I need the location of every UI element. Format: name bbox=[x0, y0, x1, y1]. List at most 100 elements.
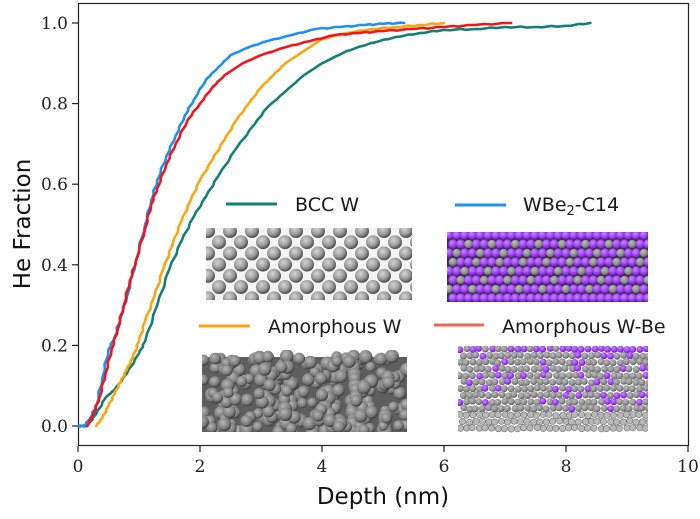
bcc-atom bbox=[311, 268, 325, 283]
w-atom bbox=[545, 371, 553, 379]
w-atom bbox=[478, 405, 486, 413]
be-atom bbox=[475, 232, 485, 240]
y-axis: 0.0 0.2 0.4 0.6 0.8 1.0 bbox=[41, 14, 78, 437]
be-atom bbox=[465, 379, 473, 387]
be-atom bbox=[541, 275, 552, 285]
w-atom bbox=[536, 404, 544, 412]
be-atom bbox=[577, 284, 587, 294]
bcc-atom bbox=[377, 291, 391, 300]
w-atom bbox=[469, 411, 477, 419]
be-atom bbox=[608, 266, 618, 276]
w-atom bbox=[590, 358, 598, 366]
w-atom bbox=[510, 365, 518, 373]
be-atom bbox=[514, 248, 524, 258]
be-atom bbox=[510, 293, 520, 302]
w-atom bbox=[522, 248, 532, 258]
be-atom bbox=[574, 364, 582, 372]
bcc-atom bbox=[223, 268, 237, 283]
w-atom bbox=[598, 398, 605, 406]
w-atom bbox=[523, 417, 531, 425]
w-atom bbox=[507, 266, 516, 276]
w-atom bbox=[498, 364, 506, 372]
w-atom bbox=[539, 384, 547, 392]
amorphous-w-be-structure-image bbox=[458, 346, 648, 438]
w-atom bbox=[527, 385, 535, 393]
bcc-atom bbox=[399, 268, 412, 283]
w-atom bbox=[565, 398, 573, 406]
amorphous-w-atom bbox=[228, 355, 241, 367]
be-atom bbox=[638, 391, 646, 399]
be-atom bbox=[545, 266, 556, 276]
w-atom bbox=[478, 365, 486, 373]
bcc-atom bbox=[355, 228, 369, 238]
w-atom bbox=[565, 257, 575, 267]
w-atom bbox=[580, 377, 588, 385]
w-atom bbox=[497, 405, 505, 413]
amorphous-w-atom bbox=[307, 397, 318, 408]
bcc-atom bbox=[344, 235, 358, 250]
bcc-atom bbox=[212, 235, 226, 250]
w-atom bbox=[530, 391, 538, 399]
bcc-atom bbox=[377, 268, 391, 283]
w-atom bbox=[633, 391, 640, 399]
be-atom bbox=[612, 293, 622, 302]
bcc-w-structure-image bbox=[206, 228, 412, 300]
w-atom bbox=[488, 371, 496, 379]
w-atom bbox=[607, 418, 615, 426]
be-atom bbox=[502, 257, 513, 267]
w-atom bbox=[569, 248, 579, 258]
w-atom bbox=[591, 410, 599, 418]
x-tick-label: 6 bbox=[439, 457, 450, 477]
w-atom bbox=[491, 405, 499, 413]
w-atom bbox=[507, 398, 515, 406]
amorphous-w-atom bbox=[364, 405, 379, 419]
w-atom bbox=[476, 411, 484, 419]
w-atom bbox=[613, 418, 621, 426]
be-atom bbox=[580, 293, 591, 302]
w-atom bbox=[620, 377, 628, 385]
w-atom bbox=[527, 398, 535, 406]
w-atom bbox=[642, 384, 648, 392]
be-atom bbox=[588, 239, 598, 249]
w-atom bbox=[546, 385, 554, 393]
bcc-atom bbox=[333, 246, 347, 261]
be-atom bbox=[639, 284, 648, 294]
w-atom bbox=[574, 378, 582, 386]
w-atom bbox=[581, 404, 589, 412]
amorphous-w-atom bbox=[365, 361, 376, 372]
w-atom bbox=[460, 364, 468, 372]
bcc-atom bbox=[206, 291, 215, 300]
w-atom bbox=[577, 411, 585, 419]
be-atom bbox=[577, 346, 585, 353]
w-atom bbox=[568, 352, 576, 360]
be-atom bbox=[452, 232, 462, 240]
be-atom bbox=[623, 284, 634, 294]
w-atom bbox=[516, 351, 524, 359]
be-atom bbox=[546, 346, 554, 352]
w-atom bbox=[486, 351, 493, 359]
w-atom bbox=[616, 248, 625, 258]
w-atom bbox=[530, 378, 538, 385]
w-atom bbox=[556, 417, 564, 425]
be-atom bbox=[623, 346, 631, 354]
w-atom bbox=[497, 352, 505, 360]
be-atom bbox=[494, 371, 502, 379]
be-atom bbox=[475, 266, 485, 276]
w-atom bbox=[549, 352, 557, 360]
w-atom bbox=[507, 425, 515, 433]
w-atom bbox=[588, 365, 596, 373]
amorphous-w-atom bbox=[229, 393, 242, 406]
bcc-atom bbox=[300, 280, 314, 294]
w-atom bbox=[596, 275, 606, 285]
be-atom bbox=[571, 346, 579, 353]
bcc-atom bbox=[410, 259, 412, 270]
be-atom bbox=[494, 384, 502, 392]
w-atom bbox=[505, 392, 512, 400]
w-atom bbox=[642, 398, 648, 406]
be-atom bbox=[538, 248, 548, 258]
amorphous-w-atom bbox=[252, 421, 263, 432]
be-atom bbox=[458, 346, 464, 354]
be-atom bbox=[561, 248, 571, 258]
w-atom bbox=[603, 424, 611, 432]
w-atom bbox=[603, 384, 611, 392]
